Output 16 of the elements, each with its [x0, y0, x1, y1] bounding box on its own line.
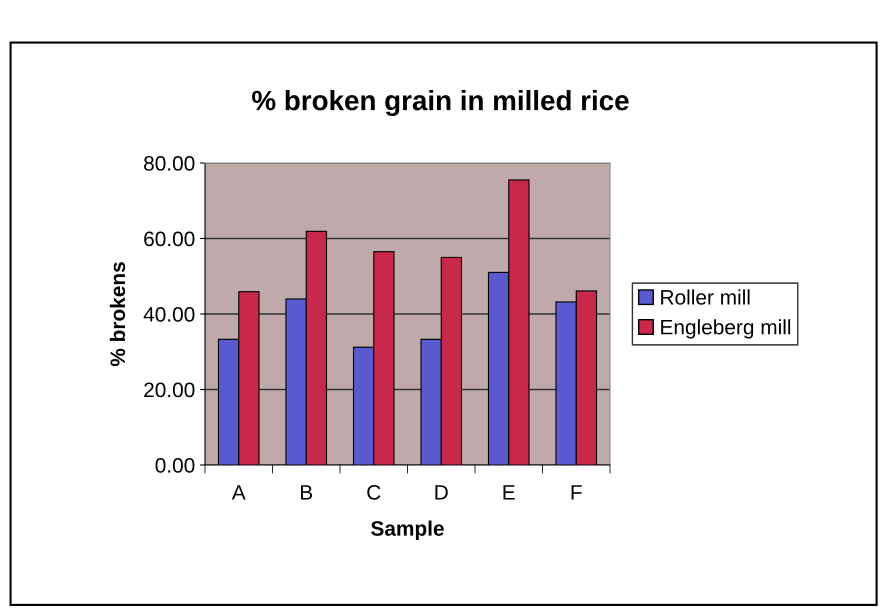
y-tick-label: 80.00	[144, 156, 194, 171]
x-tick-label: F	[572, 485, 582, 500]
x-tick-label: A	[232, 485, 246, 500]
x-axis-title: Sample	[371, 520, 444, 540]
y-tick-label: 0.00	[156, 458, 194, 473]
x-tick-label: E	[504, 485, 515, 500]
x-tick-label: C	[367, 484, 380, 500]
x-tick-label: D	[435, 485, 448, 500]
y-tick-label: 60.00	[144, 232, 194, 246]
y-tick-label: 40.00	[144, 307, 194, 322]
x-tick-label: B	[301, 485, 312, 500]
legend-label: Roller mill	[661, 289, 750, 305]
y-axis-title: % brokens	[110, 262, 126, 366]
y-tick-label: 20.00	[144, 382, 194, 398]
legend-label: Engleberg mill	[661, 319, 790, 339]
chart-title: % broken grain in milled rice	[252, 90, 629, 116]
